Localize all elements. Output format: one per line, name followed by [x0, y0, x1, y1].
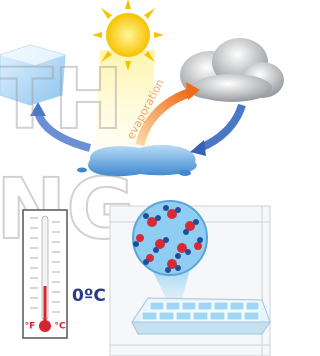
- fahrenheit-label: °F: [25, 322, 36, 332]
- watermark: TH: [0, 50, 124, 148]
- temperature-label: 0ºC: [72, 286, 106, 306]
- thermometer: °F °C: [23, 210, 67, 338]
- ice-tray: [132, 298, 270, 334]
- water-cycle-illustration: evaporation TH NG: [0, 0, 296, 356]
- ice-molecules: [133, 201, 207, 275]
- precipitation-arrow: [200, 105, 242, 148]
- celsius-label: °C: [54, 322, 66, 332]
